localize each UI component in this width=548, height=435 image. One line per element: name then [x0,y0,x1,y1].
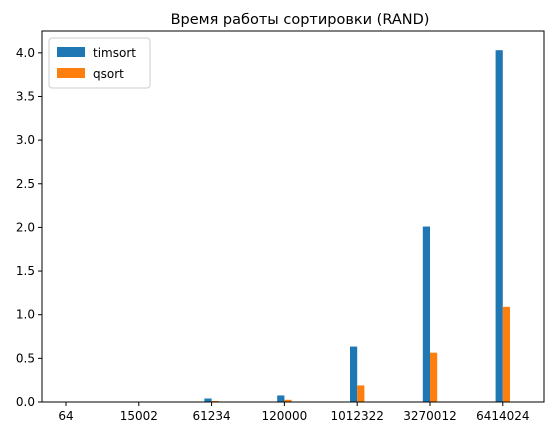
legend-label-qsort: qsort [93,67,124,81]
y-axis: 0.0 0.5 1.0 1.5 2.0 2.5 3.0 3.5 4.0 [16,46,42,409]
bar-timsort-61234 [204,398,212,402]
x-tick-label: 15002 [120,409,158,423]
y-tick-label: 4.0 [16,46,35,60]
plot-frame [41,30,545,403]
bar-timsort-6414024 [495,50,503,402]
x-tick-label: 120000 [261,409,307,423]
y-tick-label: 1.0 [16,308,35,322]
x-axis: 64 15002 61234 120000 1012322 3270012 6414024 [58,402,530,423]
y-tick-label: 3.0 [16,133,35,147]
bar-qsort-1012322 [357,385,365,402]
legend-swatch-timsort [57,47,85,57]
legend-swatch-qsort [57,68,85,78]
bar-timsort-120000 [277,395,285,402]
y-tick-label: 0.5 [16,351,35,365]
y-tick-label: 2.5 [16,177,35,191]
bar-qsort-6414024 [502,306,510,402]
x-tick-label: 1012322 [330,409,383,423]
x-tick-label: 6414024 [476,409,529,423]
y-tick-label: 1.5 [16,264,35,278]
bar-qsort-120000 [284,399,292,402]
chart-title: Время работы сортировки (RAND) [171,12,430,28]
bar-qsort-3270012 [430,352,438,402]
bar-qsort-61234 [211,400,219,402]
bar-timsort-3270012 [422,226,430,402]
bar-timsort-1012322 [350,346,358,402]
legend-label-timsort: timsort [93,46,136,60]
plot-area [131,50,510,402]
x-tick-label: 64 [58,409,73,423]
legend: timsort qsort [48,37,151,89]
y-tick-label: 2.0 [16,220,35,234]
x-tick-label: 3270012 [403,409,456,423]
x-tick-label: 61234 [193,409,231,423]
y-tick-label: 0.0 [16,395,35,409]
y-tick-label: 3.5 [16,89,35,103]
